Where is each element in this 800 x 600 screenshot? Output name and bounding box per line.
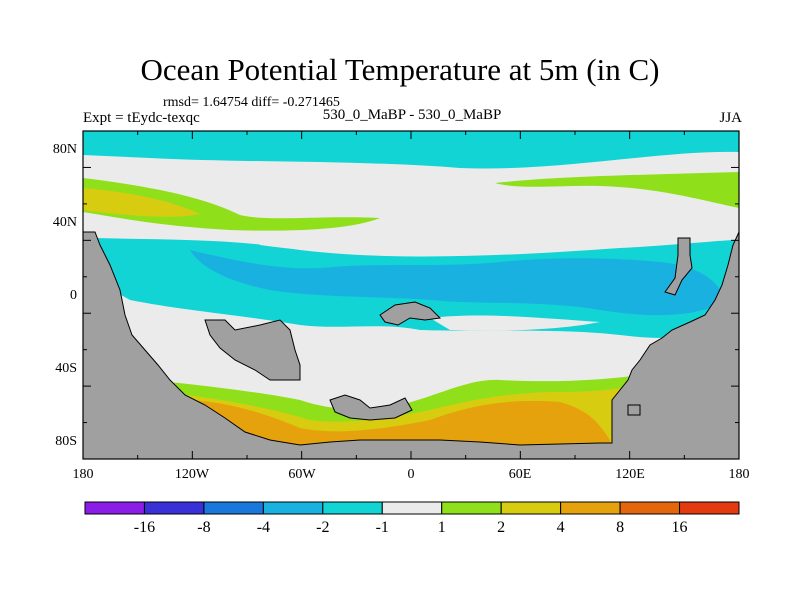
colorbar-cell [143,501,205,515]
y-tick-label: 80N [52,142,77,157]
colorbar-cell [322,501,383,515]
colorbar-label: -1 [375,519,389,536]
colorbar-label: 4 [556,519,565,536]
north-green-band [83,178,380,231]
colorbar-label: 8 [616,519,625,536]
colorbar-cell [679,501,740,515]
land-island-west [204,319,301,381]
x-tick-label: 60W [288,467,316,482]
y-tick-label: 40N [52,215,77,230]
arctic-cyan-band [83,131,739,169]
neutral-streak [430,315,600,331]
north-east-green-band [495,172,739,208]
colorbar-cell [560,501,621,515]
colorbar-label: 16 [671,519,688,536]
colorbar-cell [262,501,324,515]
colorbar-label: 2 [497,519,506,536]
y-tick-label: 40S [55,361,77,376]
axis-ticks [82,130,740,460]
land-island-south [329,394,413,421]
colorbar-label: 1 [437,519,446,536]
season-label: JJA [719,110,742,126]
colorbar-label: -16 [133,519,156,536]
colorbar-cell [441,501,502,515]
experiment-label: Expt = tEydc-texqc [83,110,200,126]
colorbar-label: -2 [316,519,330,536]
colorbar-label: -4 [256,519,271,536]
colorbar-cell [619,501,681,515]
x-tick-label: 180 [728,467,750,482]
colorbar-cell [203,501,264,515]
land-island-central [379,301,442,326]
land-island-east [664,237,693,296]
north-yellow-patch [83,188,200,217]
land-islet [627,404,641,416]
x-tick-label: 60E [508,467,532,482]
colorbar-cell [381,501,443,515]
x-tick-label: 180 [72,467,94,482]
stats-label: rmsd= 1.64754 diff= -0.271465 [163,95,340,110]
y-tick-label: 80S [55,434,77,449]
y-tick-label: 0 [70,288,77,303]
neutral-band [260,232,440,253]
colorbar-cell [84,501,145,515]
colorbar-cell [500,501,562,515]
tropical-blue-core [190,250,725,316]
comparison-label: 530_0_MaBP - 530_0_MaBP [322,107,502,123]
x-tick-label: 120E [615,467,645,482]
colorbar-label: -8 [197,519,211,536]
plot-title: Ocean Potential Temperature at 5m (in C) [140,52,660,87]
x-tick-label: 0 [407,467,415,482]
land-mass-south [83,231,739,459]
x-tick-label: 120W [174,467,210,482]
